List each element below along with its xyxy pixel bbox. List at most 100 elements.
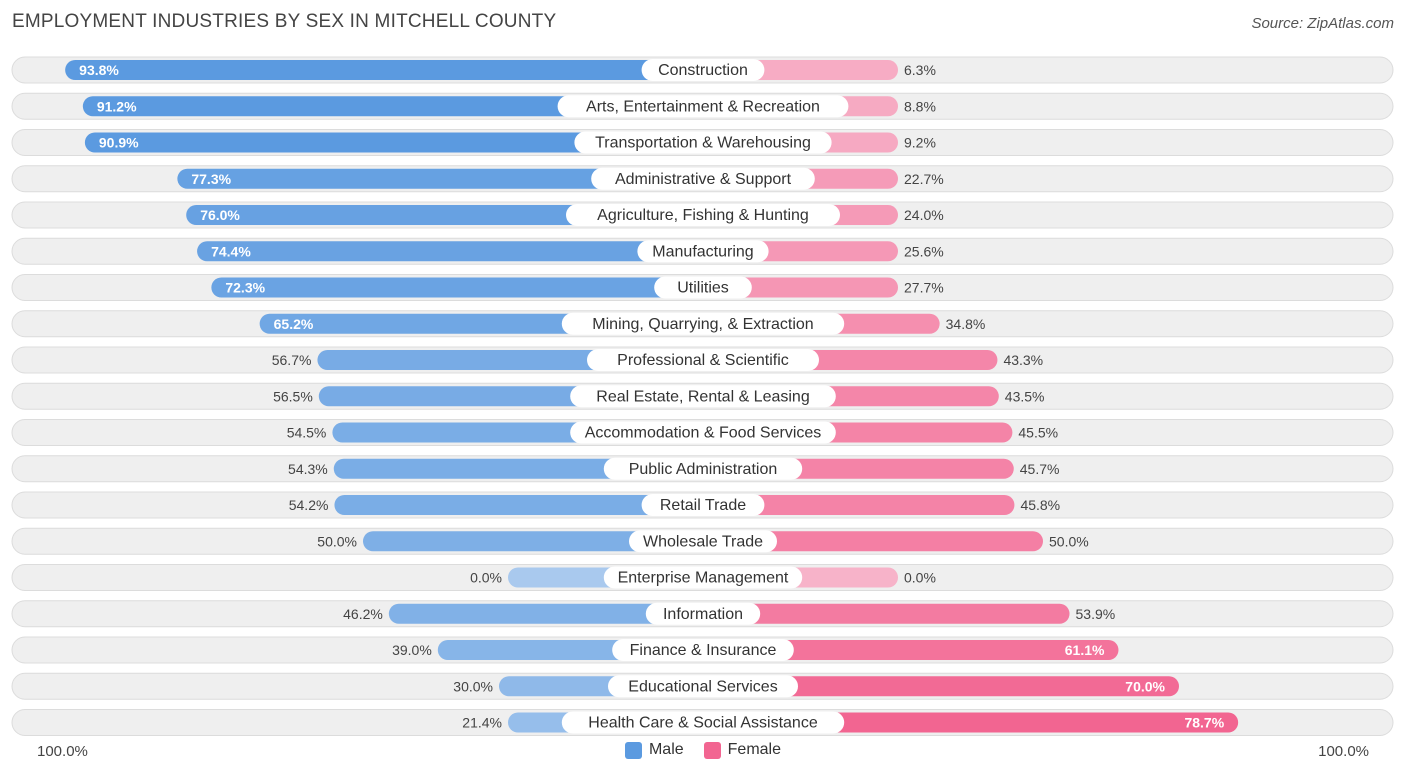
category-label: Administrative & Support (615, 171, 792, 188)
female-value-label: 50.0% (1049, 533, 1089, 549)
category-label: Professional & Scientific (617, 352, 789, 369)
legend-swatch-male (624, 741, 642, 759)
legend-swatch-female (703, 741, 721, 759)
category-pill (603, 566, 803, 589)
male-value-label: 77.3% (191, 171, 231, 187)
category-pill (641, 59, 765, 81)
category-label: Manufacturing (652, 243, 753, 260)
category-label: Wholesale Trade (643, 533, 763, 550)
category-label: Health Care & Social Assistance (588, 715, 818, 732)
category-pill (557, 95, 849, 118)
female-value-label: 27.7% (904, 280, 944, 296)
legend-label-male: Male (648, 741, 684, 758)
male-bar (197, 241, 703, 262)
legend: Male Female (0, 741, 1406, 759)
category-label: Arts, Entertainment & Recreation (586, 98, 820, 115)
male-value-label: 50.0% (317, 533, 357, 549)
male-value-label: 46.2% (343, 606, 383, 622)
male-value-label: 54.3% (288, 461, 328, 477)
category-pill (566, 204, 840, 226)
category-label: Information (663, 606, 743, 623)
male-bar (65, 60, 703, 80)
category-label: Enterprise Management (618, 570, 789, 587)
female-value-label: 6.3% (904, 62, 936, 78)
category-pill (612, 639, 794, 661)
category-label: Accommodation & Food Services (585, 425, 822, 442)
female-value-label: 9.2% (904, 135, 936, 151)
female-bar (703, 531, 1043, 552)
female-value-label: 78.7% (1184, 715, 1224, 731)
male-value-label: 56.7% (272, 352, 312, 368)
female-value-label: 22.7% (904, 171, 944, 187)
legend-item-female[interactable]: Female (703, 741, 782, 759)
male-bar (177, 168, 704, 189)
category-pill (570, 421, 836, 444)
category-pill (629, 530, 777, 553)
legend-label-female: Female (727, 741, 782, 758)
female-value-label: 25.6% (904, 243, 944, 259)
male-value-label: 91.2% (97, 98, 137, 114)
category-label: Real Estate, Rental & Leasing (596, 388, 809, 405)
female-bar (703, 640, 1119, 660)
male-value-label: 56.5% (273, 388, 313, 404)
female-value-label: 43.5% (1005, 388, 1045, 404)
category-pill (587, 349, 819, 371)
legend-item-male[interactable]: Male (624, 741, 684, 759)
female-bar (703, 676, 1179, 697)
source-credit: Source: ZipAtlas.com (1251, 15, 1394, 32)
category-pill (561, 312, 845, 335)
female-value-label: 45.7% (1020, 461, 1060, 477)
female-bar (703, 603, 1070, 624)
male-value-label: 76.0% (200, 207, 240, 223)
male-value-label: 54.2% (289, 497, 329, 513)
category-pill (574, 131, 832, 154)
category-pill (570, 385, 836, 408)
male-bar (334, 495, 703, 515)
female-value-label: 0.0% (904, 570, 936, 586)
male-value-label: 74.4% (211, 243, 251, 259)
male-value-label: 30.0% (453, 678, 493, 694)
male-value-label: 65.2% (274, 316, 314, 332)
male-value-label: 90.9% (99, 135, 139, 151)
male-value-label: 39.0% (392, 642, 432, 658)
female-bar (703, 277, 898, 298)
category-pill (608, 675, 798, 698)
chart-title: EMPLOYMENT INDUSTRIES BY SEX IN MITCHELL… (12, 11, 557, 32)
female-value-label: 61.1% (1065, 642, 1105, 658)
male-value-label: 21.4% (462, 715, 502, 731)
category-label: Educational Services (628, 678, 777, 695)
axis-right-label: 100.0% (1318, 743, 1369, 760)
category-pill (641, 494, 765, 516)
category-label: Retail Trade (660, 497, 746, 514)
category-label: Finance & Insurance (630, 642, 777, 659)
female-value-label: 53.9% (1076, 606, 1116, 622)
male-bar (388, 603, 703, 624)
male-bar (84, 132, 703, 153)
female-value-label: 8.8% (904, 98, 936, 114)
male-bar (211, 277, 704, 298)
category-label: Public Administration (629, 461, 778, 478)
male-bar (82, 96, 704, 117)
female-value-label: 34.8% (946, 316, 986, 332)
male-value-label: 54.5% (287, 425, 327, 441)
category-label: Construction (658, 62, 748, 79)
category-label: Transportation & Warehousing (595, 135, 811, 152)
male-bar (363, 531, 703, 552)
category-pill (603, 457, 803, 480)
male-value-label: 0.0% (470, 570, 502, 586)
category-label: Mining, Quarrying, & Extraction (592, 316, 813, 333)
category-pill (591, 167, 815, 190)
male-value-label: 72.3% (225, 280, 265, 296)
axis-left-label: 100.0% (37, 743, 88, 760)
female-value-label: 45.5% (1018, 425, 1058, 441)
category-pill (637, 240, 769, 263)
category-pill (654, 276, 752, 299)
category-pill (645, 602, 761, 625)
female-value-label: 70.0% (1125, 678, 1165, 694)
male-value-label: 93.8% (79, 62, 119, 78)
category-label: Utilities (677, 280, 729, 297)
female-value-label: 45.8% (1020, 497, 1060, 513)
female-value-label: 43.3% (1003, 352, 1043, 368)
category-label: Agriculture, Fishing & Hunting (597, 207, 809, 224)
